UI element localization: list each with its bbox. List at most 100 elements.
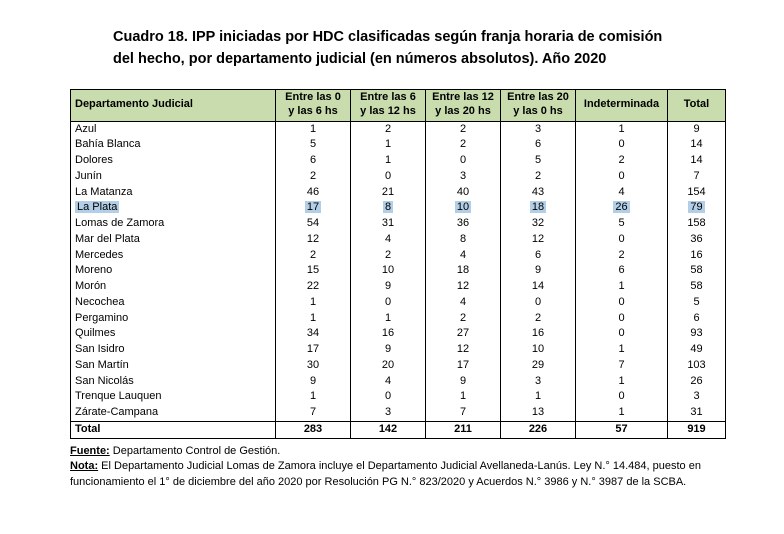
value-cell: 54 xyxy=(275,216,351,232)
value-cell: 1 xyxy=(500,389,576,405)
value-cell: 18 xyxy=(425,263,501,279)
value-cell: 5 xyxy=(275,137,351,153)
value-cell: 58 xyxy=(667,279,726,295)
table-row: Necochea 1 0 4 0 0 5 xyxy=(70,294,726,311)
total-value-cell: 57 xyxy=(575,420,668,438)
value-cell: 27 xyxy=(425,326,501,342)
table-footer: Total 283 142 211 226 57 919 xyxy=(70,420,726,438)
value-cell: 1 xyxy=(275,389,351,405)
department-cell: La Matanza xyxy=(70,184,276,201)
cell-value: 26 xyxy=(613,201,630,214)
department-name: Azul xyxy=(75,122,97,135)
cell-value: 30 xyxy=(306,358,320,371)
value-cell: 7 xyxy=(275,405,351,422)
total-value-cell: 919 xyxy=(667,420,726,438)
cell-value: 0 xyxy=(534,295,542,308)
cell-value: 2 xyxy=(534,169,542,182)
value-cell: 6 xyxy=(500,247,576,264)
value-cell: 6 xyxy=(275,153,351,169)
department-name: Bahía Blanca xyxy=(75,138,141,151)
cell-value: 46 xyxy=(306,185,320,198)
cell-value: 1 xyxy=(384,311,392,324)
value-cell: 0 xyxy=(350,168,426,185)
data-table: Departamento Judicial Entre las 0 y las 6… xyxy=(70,88,726,439)
value-cell: 9 xyxy=(425,373,501,390)
department-cell: Trenque Lauquen xyxy=(70,389,276,405)
value-cell: 8 xyxy=(425,231,501,248)
cell-value: 0 xyxy=(459,154,467,166)
value-cell: 1 xyxy=(275,294,351,311)
table-row: Mercedes 2 2 4 6 2 16 xyxy=(70,247,726,264)
department-name: Junín xyxy=(75,169,102,182)
value-cell: 1 xyxy=(425,389,501,405)
value-cell: 12 xyxy=(500,231,576,248)
value-cell: 1 xyxy=(350,137,426,153)
cell-value: 2 xyxy=(618,248,625,261)
cell-value: 7 xyxy=(693,169,700,182)
cell-value: 26 xyxy=(690,374,703,387)
value-cell: 6 xyxy=(500,137,576,153)
cell-value: 79 xyxy=(688,201,705,214)
cell-value: 9 xyxy=(459,374,467,387)
nota-text: El Departamento Judicial Lomas de Zamora… xyxy=(70,460,701,489)
cell-value: 18 xyxy=(456,264,470,277)
value-cell: 0 xyxy=(575,231,668,248)
department-cell: Mercedes xyxy=(70,247,276,264)
table-row: La Plata 17 8 10 18 26 79 xyxy=(70,200,726,216)
value-cell: 26 xyxy=(575,200,668,216)
value-cell: 2 xyxy=(350,121,426,138)
value-cell: 5 xyxy=(575,216,668,232)
value-cell: 0 xyxy=(575,168,668,185)
cell-value: 0 xyxy=(384,390,392,403)
value-cell: 2 xyxy=(500,168,576,185)
table-row: Pergamino 1 1 2 2 0 6 xyxy=(70,310,726,327)
value-cell: 40 xyxy=(425,184,501,201)
value-cell: 31 xyxy=(667,405,726,422)
cell-value: 6 xyxy=(534,248,542,261)
cell-value: 4 xyxy=(384,374,392,387)
cell-value: 21 xyxy=(381,185,395,198)
department-name: Quilmes xyxy=(75,327,116,340)
source-note: Fuente: Departamento Control de Gestión. xyxy=(70,444,732,460)
cell-value: 1 xyxy=(534,390,542,403)
cell-value: 36 xyxy=(456,217,470,229)
cell-value: 4 xyxy=(459,295,467,308)
cell-value: 1 xyxy=(309,122,317,135)
cell-value: 6 xyxy=(534,138,542,151)
department-name: Trenque Lauquen xyxy=(75,390,162,403)
cell-value: 5 xyxy=(309,138,317,151)
cell-value: 0 xyxy=(618,295,625,308)
table-row: Junín 2 0 3 2 0 7 xyxy=(70,168,726,185)
department-name: La Plata xyxy=(75,201,120,214)
table-title: Cuadro 18. IPP iniciadas por HDC clasifi… xyxy=(113,29,663,67)
report-page: Cuadro 18. IPP iniciadas por HDC clasifi… xyxy=(70,29,732,489)
value-cell: 0 xyxy=(575,326,668,342)
cell-value: 6 xyxy=(693,311,700,324)
value-cell: 16 xyxy=(667,247,726,264)
table-row: Azul 1 2 2 3 1 9 xyxy=(70,121,726,138)
value-cell: 9 xyxy=(500,263,576,279)
cell-value: 1 xyxy=(618,280,625,292)
cell-value: 1 xyxy=(618,406,625,418)
department-name: Lomas de Zamora xyxy=(75,217,165,229)
value-cell: 4 xyxy=(575,184,668,201)
value-cell: 9 xyxy=(275,373,351,390)
value-cell: 7 xyxy=(667,168,726,185)
cell-value: 1 xyxy=(459,390,467,403)
cell-value: 1 xyxy=(384,138,392,151)
department-cell: Lomas de Zamora xyxy=(70,216,276,232)
cell-value: 0 xyxy=(618,138,625,151)
value-cell: 17 xyxy=(425,357,501,374)
cell-value: 58 xyxy=(690,264,703,277)
value-cell: 0 xyxy=(350,294,426,311)
value-cell: 36 xyxy=(667,231,726,248)
cell-value: 5 xyxy=(693,295,700,308)
cell-value: 0 xyxy=(618,169,625,182)
value-cell: 32 xyxy=(500,216,576,232)
cell-value: 0 xyxy=(384,295,392,308)
cell-value: 93 xyxy=(690,327,703,340)
value-cell: 14 xyxy=(667,137,726,153)
cell-value: 9 xyxy=(534,264,542,277)
cell-value: 10 xyxy=(454,201,472,214)
cell-value: 32 xyxy=(531,217,545,229)
